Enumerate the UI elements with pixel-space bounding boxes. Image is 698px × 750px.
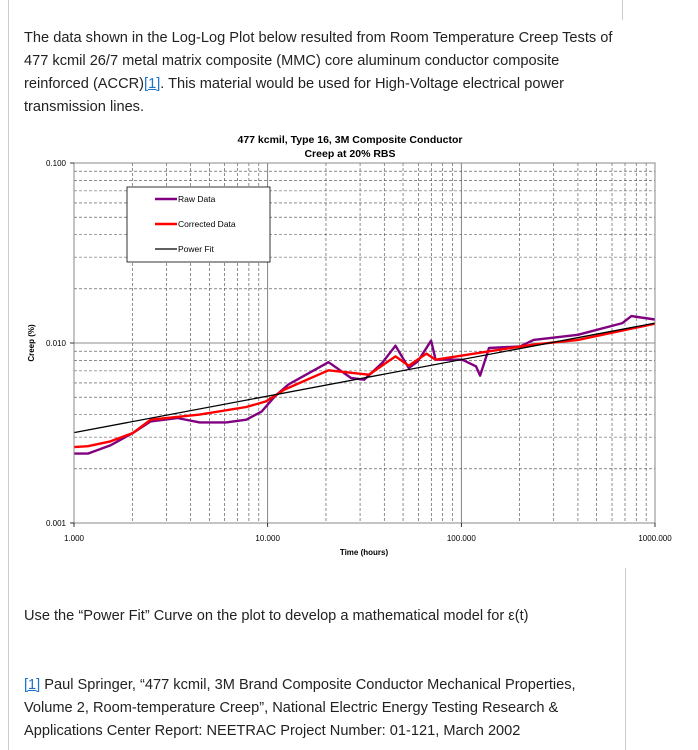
chart-subtitle: Creep at 20% RBS [304, 148, 395, 160]
legend-label: Corrected Data [178, 219, 236, 229]
task-paragraph: Use the “Power Fit” Curve on the plot to… [24, 608, 529, 624]
legend-label: Power Fit [178, 244, 215, 254]
creep-chart: 477 kcmil, Type 16, 3M Composite Conduct… [27, 134, 672, 557]
y-tick-label: 0.001 [46, 519, 67, 528]
content-border-left [8, 0, 9, 750]
series-power-fit [73, 322, 656, 434]
series-group [73, 314, 656, 455]
legend: Raw Data Corrected Data Power Fit [126, 186, 271, 263]
x-tick-label: 10.000 [255, 534, 280, 543]
reference-paragraph: [1] Paul Springer, “477 kcmil, 3M Brand … [24, 674, 614, 743]
content-border-right-bottom [625, 568, 626, 750]
x-axis-label: Time (hours) [340, 548, 389, 557]
x-tick-label: 1.000 [64, 534, 85, 543]
legend-label: Raw Data [178, 194, 216, 204]
legend-box [126, 186, 271, 263]
x-tick-label: 1000.000 [638, 534, 672, 543]
x-tick-label: 100.000 [447, 534, 476, 543]
reference-link[interactable]: [1] [144, 76, 161, 92]
y-tick-label: 0.100 [46, 159, 67, 168]
reference-text: Paul Springer, “477 kcmil, 3M Brand Comp… [24, 677, 576, 739]
intro-text-end: . This material would be used for High-V… [24, 76, 564, 115]
series-corrected-data [73, 322, 656, 449]
y-tick-label: 0.010 [46, 339, 67, 348]
tick-labels: 1.000 10.000 100.000 1000.000 0.001 0.010 0.10… [46, 159, 672, 543]
intro-paragraph: The data shown in the Log-Log Plot below… [24, 27, 614, 119]
chart-title: 477 kcmil, Type 16, 3M Composite Conduct… [237, 134, 462, 146]
intro-text: The data shown in the Log-Log Plot below… [24, 30, 613, 92]
content-border-right-top [622, 0, 623, 20]
reference-anchor-link[interactable]: [1] [24, 677, 41, 693]
series-raw-data [74, 314, 656, 455]
y-axis-label: Creep (%) [27, 324, 36, 362]
